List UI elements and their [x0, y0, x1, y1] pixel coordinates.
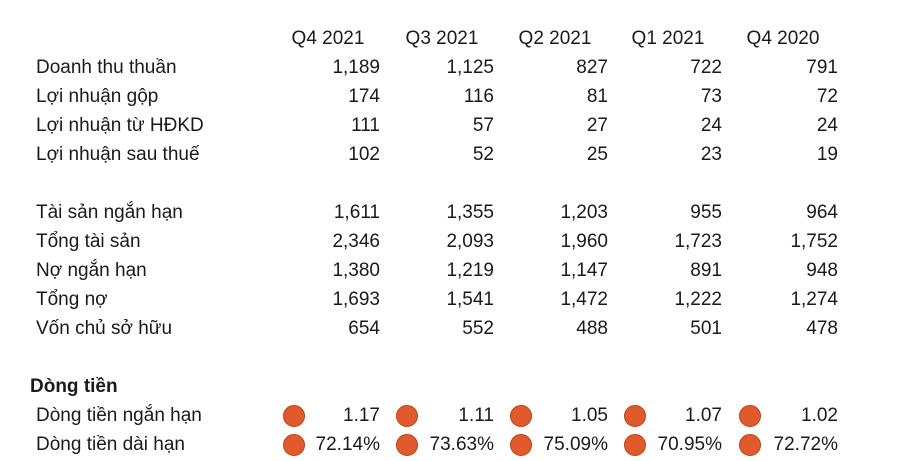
section-title-cashflow: Dòng tiền — [30, 376, 118, 397]
table-cell: 654 — [348, 318, 380, 339]
table-cell: 57 — [472, 115, 494, 136]
table-cell: 1,723 — [674, 231, 722, 252]
table-cell: 1,274 — [790, 289, 838, 310]
table-cell: 102 — [348, 144, 380, 165]
table-row: Nợ ngắn hạn 1,380 1,219 1,147 891 948 — [0, 256, 910, 285]
table-cell: 174 — [348, 86, 380, 107]
column-header: Q4 2021 — [291, 28, 365, 49]
row-label: Tổng tài sản — [36, 231, 141, 252]
row-label: Lợi nhuận sau thuế — [36, 144, 200, 165]
table-cell: 1,355 — [446, 202, 494, 223]
header-row: Q4 2021 Q3 2021 Q2 2021 Q1 2021 Q4 2020 — [0, 24, 910, 53]
table-row: Lợi nhuận từ HĐKD 111 57 27 24 24 — [0, 111, 910, 140]
row-label: Nợ ngắn hạn — [36, 260, 147, 281]
status-dot-icon — [510, 405, 532, 427]
section-header-row: Dòng tiền — [0, 372, 910, 401]
table-cell: 27 — [586, 115, 608, 136]
row-label: Lợi nhuận gộp — [36, 86, 159, 107]
row-label: Vốn chủ sở hữu — [36, 318, 173, 339]
column-header: Q3 2021 — [405, 28, 479, 49]
table-cell: 827 — [576, 57, 608, 78]
table-cell: 75.09% — [543, 434, 608, 455]
table-cell: 1,693 — [332, 289, 380, 310]
row-label: Doanh thu thuần — [36, 57, 177, 78]
table-cell: 24 — [700, 115, 722, 136]
table-row: Vốn chủ sở hữu 654 552 488 501 478 — [0, 314, 910, 343]
table-cell: 1,611 — [333, 202, 380, 223]
table-cell: 1,380 — [332, 260, 380, 281]
table-cell: 1,752 — [790, 231, 838, 252]
table-cell: 1.05 — [571, 405, 608, 426]
row-label: Tổng nợ — [36, 289, 108, 310]
table-cell: 1,203 — [560, 202, 608, 223]
row-label: Tài sản ngắn hạn — [36, 202, 183, 223]
table-row: Tổng nợ 1,693 1,541 1,472 1,222 1,274 — [0, 285, 910, 314]
table-cell: 1,125 — [446, 57, 494, 78]
column-header: Q4 2020 — [746, 28, 820, 49]
table-cell: 891 — [690, 260, 722, 281]
column-header: Q2 2021 — [518, 28, 592, 49]
table-cell: 1,189 — [332, 57, 380, 78]
status-dot-icon — [396, 405, 418, 427]
table-cell: 955 — [690, 202, 722, 223]
status-dot-icon — [624, 434, 646, 456]
column-header: Q1 2021 — [631, 28, 705, 49]
table-row: Tài sản ngắn hạn 1,611 1,355 1,203 955 9… — [0, 198, 910, 227]
table-cell: 964 — [806, 202, 838, 223]
table-cell: 2,093 — [446, 231, 494, 252]
status-dot-icon — [510, 434, 532, 456]
table-cell: 19 — [816, 144, 838, 165]
table-cell: 791 — [806, 57, 838, 78]
table-cell: 948 — [806, 260, 838, 281]
table-cell: 70.95% — [657, 434, 722, 455]
row-label: Dòng tiền dài hạn — [36, 434, 185, 455]
status-dot-icon — [739, 405, 761, 427]
table-row: Tổng tài sản 2,346 2,093 1,960 1,723 1,7… — [0, 227, 910, 256]
row-label: Dòng tiền ngắn hạn — [36, 405, 202, 426]
table-cell: 73.63% — [429, 434, 494, 455]
table-cell: 478 — [806, 318, 838, 339]
table-cell: 52 — [472, 144, 494, 165]
table-cell: 488 — [576, 318, 608, 339]
table-cell: 552 — [462, 318, 494, 339]
table-cell: 1,219 — [446, 260, 494, 281]
table-cell: 1,541 — [446, 289, 494, 310]
table-cell: 1,960 — [560, 231, 608, 252]
table-cell: 72.72% — [773, 434, 838, 455]
table-row: Lợi nhuận gộp 174 116 81 73 72 — [0, 82, 910, 111]
table-cell: 1,222 — [674, 289, 722, 310]
status-dot-icon — [739, 434, 761, 456]
table-cell: 24 — [816, 115, 838, 136]
status-dot-icon — [283, 405, 305, 427]
table-cell: 72 — [816, 86, 838, 107]
row-label: Lợi nhuận từ HĐKD — [36, 115, 204, 136]
table-cell: 25 — [586, 144, 608, 165]
table-cell: 501 — [690, 318, 722, 339]
status-dot-icon — [396, 434, 418, 456]
table-row: Dòng tiền dài hạn 72.14% 73.63% 75.09% 7… — [0, 430, 910, 459]
table-cell: 111 — [351, 115, 380, 136]
table-cell: 1,147 — [560, 260, 608, 281]
status-dot-icon — [624, 405, 646, 427]
table-cell: 1.17 — [343, 405, 380, 426]
table-cell: 73 — [700, 86, 722, 107]
table-cell: 722 — [690, 57, 722, 78]
table-row: Dòng tiền ngắn hạn 1.17 1.11 1.05 1.07 1… — [0, 401, 910, 430]
table-cell: 72.14% — [315, 434, 380, 455]
table-cell: 1.02 — [801, 405, 838, 426]
table-row: Doanh thu thuần 1,189 1,125 827 722 791 — [0, 53, 910, 82]
status-dot-icon — [283, 434, 305, 456]
table-cell: 1.11 — [458, 405, 494, 426]
table-cell: 116 — [463, 86, 494, 107]
table-cell: 23 — [700, 144, 722, 165]
table-cell: 1.07 — [685, 405, 722, 426]
table-cell: 2,346 — [332, 231, 380, 252]
table-row: Lợi nhuận sau thuế 102 52 25 23 19 — [0, 140, 910, 169]
table-cell: 1,472 — [560, 289, 608, 310]
table-cell: 81 — [586, 86, 608, 107]
